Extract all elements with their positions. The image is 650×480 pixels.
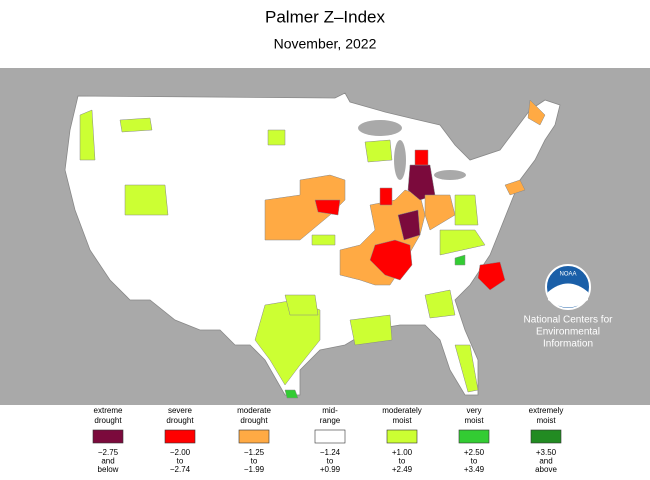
legend-range: +3.50 xyxy=(536,448,557,457)
legend-range: below xyxy=(98,465,119,474)
legend-range: and xyxy=(539,457,552,466)
division-patch xyxy=(527,99,546,126)
division-patch xyxy=(314,199,341,216)
division-patch xyxy=(264,174,346,241)
division-patch xyxy=(454,344,479,393)
legend-label: moist xyxy=(392,416,412,425)
legend-label: moist xyxy=(464,416,484,425)
legend-range: −2.75 xyxy=(98,448,119,457)
legend-label: drought xyxy=(166,416,194,425)
logo-text: Information xyxy=(543,339,593,350)
legend-range: −1.24 xyxy=(320,448,341,457)
division-patch xyxy=(267,129,286,146)
legend-label: severe xyxy=(168,406,193,415)
logo-badge: NOAA xyxy=(559,272,576,278)
subtitle: November, 2022 xyxy=(274,36,377,52)
legend-range: above xyxy=(535,465,557,474)
legend-range: and xyxy=(101,457,114,466)
legend-label: mid- xyxy=(322,406,338,415)
legend-label: extremely xyxy=(529,406,564,415)
legend-label: moderately xyxy=(382,406,422,415)
legend-label: moderate xyxy=(237,406,271,415)
division-patch xyxy=(414,149,429,166)
legend-swatch xyxy=(314,429,346,444)
division-patch xyxy=(284,389,299,399)
legend-range: to xyxy=(399,457,406,466)
legend-range: to xyxy=(471,457,478,466)
division-patch xyxy=(424,289,456,319)
legend-range: +3.49 xyxy=(464,465,485,474)
legend-range: −2.74 xyxy=(170,465,191,474)
legend-label: very xyxy=(466,406,481,415)
legend-range: −2.00 xyxy=(170,448,191,457)
division-patch xyxy=(119,117,153,133)
division-patch xyxy=(311,234,336,246)
title: Palmer Z–Index xyxy=(265,7,385,26)
legend-swatch xyxy=(92,429,124,444)
division-patch xyxy=(364,139,393,163)
lake xyxy=(358,120,402,136)
legend-label: extreme xyxy=(94,406,123,415)
legend-swatch xyxy=(386,429,418,444)
division-patch xyxy=(397,209,421,241)
legend-swatch xyxy=(238,429,270,444)
noaa-logo: NOAA National Centers forEnvironmentalIn… xyxy=(524,264,614,350)
legend-swatch xyxy=(530,429,562,444)
legend-range: to xyxy=(327,457,334,466)
legend-range: to xyxy=(251,457,258,466)
legend-label: drought xyxy=(240,416,268,425)
lake xyxy=(434,170,466,180)
legend-range: +0.99 xyxy=(320,465,341,474)
division-patch xyxy=(379,187,393,206)
logo-wave xyxy=(548,283,588,308)
legend-range: +2.49 xyxy=(392,465,413,474)
legend-range: +1.00 xyxy=(392,448,413,457)
division-patch xyxy=(349,314,393,346)
division-patch xyxy=(124,184,169,216)
division-patch xyxy=(369,239,413,281)
legend-range: −1.25 xyxy=(244,448,265,457)
logo-text: National Centers for xyxy=(524,315,614,326)
legend-swatch xyxy=(458,429,490,444)
legend-label: drought xyxy=(94,416,122,425)
division-patch xyxy=(424,194,456,231)
division-patch xyxy=(504,179,526,196)
climate-divisions xyxy=(79,99,546,399)
division-patch xyxy=(284,294,319,316)
legend-swatch xyxy=(164,429,196,444)
legend-label: moist xyxy=(536,416,556,425)
legend-range: +2.50 xyxy=(464,448,485,457)
legend: extremedrought−2.75andbelowseveredrought… xyxy=(92,406,564,474)
lake xyxy=(394,140,406,180)
division-patch xyxy=(439,229,486,256)
division-patch xyxy=(79,109,96,161)
legend-label: range xyxy=(320,416,341,425)
legend-range: to xyxy=(177,457,184,466)
division-patch xyxy=(454,194,479,226)
division-patch xyxy=(454,254,466,266)
legend-range: −1.99 xyxy=(244,465,265,474)
division-patch xyxy=(477,261,506,291)
logo-text: Environmental xyxy=(536,327,600,338)
